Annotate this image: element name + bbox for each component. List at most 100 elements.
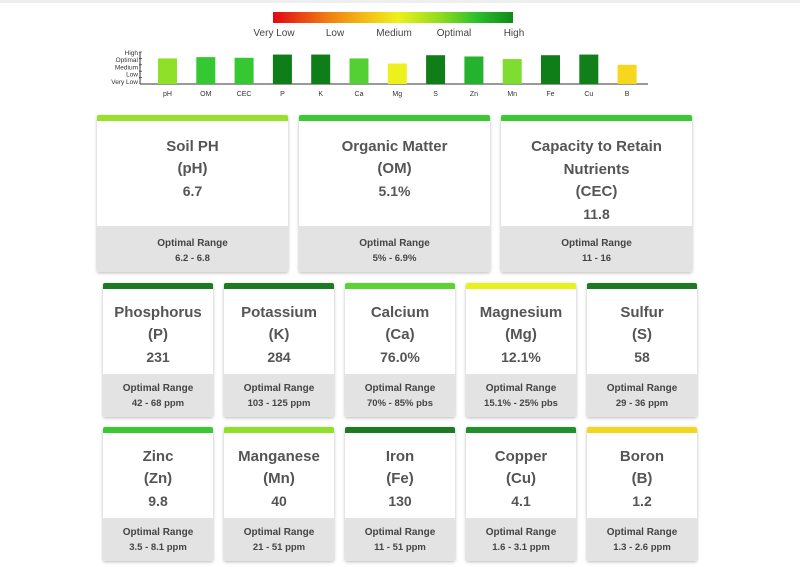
level-color-band: [466, 427, 576, 433]
x-tick-label-mg: Mg: [392, 91, 402, 98]
optimal-range-box: Optimal Range 11 - 16: [501, 226, 692, 272]
nutrient-name: Sulfur: [620, 304, 664, 321]
optimal-range-box: Optimal Range 3.5 - 8.1 ppm: [103, 518, 213, 561]
nutrient-abbreviation: (Mg): [505, 326, 537, 343]
nutrient-value: 76.0%: [380, 349, 420, 365]
nutrient-card-zinc: Zinc (Zn) 9.8 Optimal Range 3.5 - 8.1 ppm: [103, 427, 213, 561]
bar-ca: [349, 58, 369, 84]
optimal-range-box: Optimal Range 21 - 51 ppm: [224, 518, 334, 561]
x-tick-label-p: P: [280, 91, 285, 98]
level-color-band: [587, 283, 697, 289]
x-tick-label-fe: Fe: [546, 91, 554, 98]
legend-label-optimal: Optimal: [436, 28, 472, 39]
optimal-range-label: Optimal Range: [364, 527, 436, 538]
nutrient-value: 4.1: [511, 493, 531, 509]
nutrient-abbreviation: (P): [148, 326, 168, 343]
y-tick-label: Optimal: [116, 57, 139, 64]
nutrient-abbreviation: (pH): [177, 160, 208, 177]
optimal-range-value: 103 - 125 ppm: [247, 398, 311, 409]
nutrient-value: 284: [267, 349, 291, 365]
optimal-range-value: 70% - 85% pbs: [367, 398, 433, 409]
optimal-range-box: Optimal Range 1.6 - 3.1 ppm: [466, 518, 576, 561]
nutrient-abbreviation: (S): [632, 326, 652, 343]
optimal-range-value: 29 - 36 ppm: [615, 398, 669, 409]
optimal-range-label: Optimal Range: [243, 383, 315, 394]
optimal-range-box: Optimal Range 70% - 85% pbs: [345, 374, 455, 417]
nutrient-card-capacity-to-retain-nutrients: Capacity to Retain Nutrients (CEC) 11.8 Opt…: [501, 115, 692, 272]
legend-label-high: High: [503, 28, 525, 39]
x-tick-label-mn: Mn: [507, 91, 517, 98]
nutrient-value: 1.2: [632, 493, 652, 509]
y-tick-label: Low: [126, 72, 138, 79]
level-color-band: [224, 427, 334, 433]
nutrient-value: 5.1%: [378, 183, 411, 199]
optimal-range-value: 1.3 - 2.6 ppm: [613, 542, 671, 553]
bar-mn: [502, 59, 522, 84]
bar-p: [272, 54, 292, 84]
y-tick-label: High: [125, 50, 139, 57]
optimal-range-label: Optimal Range: [606, 383, 678, 394]
nutrient-card-magnesium: Magnesium (Mg) 12.1% Optimal Range 15.1% - 2…: [466, 283, 576, 417]
bar-cec: [234, 57, 254, 84]
nutrient-card-potassium: Potassium (K) 284 Optimal Range 103 - 125 pp…: [224, 283, 334, 417]
x-tick-label-om: OM: [200, 91, 211, 98]
optimal-range-box: Optimal Range 6.2 - 6.8: [97, 226, 288, 272]
level-color-band: [501, 115, 692, 121]
nutrient-abbreviation: (Ca): [385, 326, 415, 343]
x-tick-label-zn: Zn: [470, 91, 478, 98]
nutrient-card-copper: Copper (Cu) 4.1 Optimal Range 1.6 - 3.1 ppm: [466, 427, 576, 561]
bar-zn: [464, 56, 484, 84]
optimal-range-value: 6.2 - 6.8: [175, 253, 210, 264]
nutrient-value: 58: [634, 349, 650, 365]
x-tick-label-s: S: [433, 91, 438, 98]
nutrient-value: 231: [146, 349, 170, 365]
optimal-range-box: Optimal Range 5% - 6.9%: [299, 226, 490, 272]
optimal-range-label: Optimal Range: [364, 383, 436, 394]
nutrient-card-sulfur: Sulfur (S) 58 Optimal Range 29 - 36 ppm: [587, 283, 697, 417]
x-tick-label-k: K: [318, 91, 323, 98]
level-color-band: [345, 283, 455, 289]
nutrient-card-soil-ph: Soil PH (pH) 6.7 Optimal Range 6.2 - 6.8: [97, 115, 288, 272]
optimal-range-value: 11 - 16: [581, 253, 612, 264]
nutrient-abbreviation: (Fe): [386, 470, 414, 487]
bar-b: [617, 64, 637, 84]
nutrient-name: Phosphorus: [114, 304, 202, 321]
nutrient-name: Boron: [619, 448, 665, 465]
nutrient-abbreviation: (B): [631, 470, 653, 487]
bar-mg: [387, 63, 407, 84]
bar-om: [196, 57, 216, 84]
top-divider: [0, 0, 800, 3]
nutrient-card-organic-matter: Organic Matter (OM) 5.1% Optimal Range 5% - …: [299, 115, 490, 272]
nutrient-value: 12.1%: [501, 349, 541, 365]
x-tick-label-cec: CEC: [237, 91, 252, 98]
optimal-range-box: Optimal Range 42 - 68 ppm: [103, 374, 213, 417]
nutrient-value: 40: [271, 493, 287, 509]
nutrient-name: Manganese: [238, 448, 320, 465]
optimal-range-label: Optimal Range: [157, 238, 228, 249]
x-tick-label-cu: Cu: [584, 91, 593, 98]
nutrient-card-calcium: Calcium (Ca) 76.0% Optimal Range 70% - 85% p…: [345, 283, 455, 417]
bar-fe: [541, 55, 560, 84]
level-color-band: [466, 283, 576, 289]
nutrient-name: Soil PH: [166, 138, 219, 155]
nutrient-card-boron: Boron (B) 1.2 Optimal Range 1.3 - 2.6 ppm: [587, 427, 697, 561]
nutrient-abbreviation: (Mn): [263, 470, 295, 487]
optimal-range-label: Optimal Range: [122, 527, 194, 538]
nutrient-value: 9.8: [148, 493, 168, 509]
x-tick-label-b: B: [625, 91, 630, 98]
level-color-band: [97, 115, 288, 121]
optimal-range-box: Optimal Range 29 - 36 ppm: [587, 374, 697, 417]
nutrient-name: Copper: [494, 448, 548, 465]
optimal-range-value: 11 - 51 ppm: [374, 542, 426, 553]
nutrient-card-phosphorus: Phosphorus (P) 231 Optimal Range 42 - 68 ppm: [103, 283, 213, 417]
legend-label-low: Low: [325, 28, 345, 39]
nutrient-abbreviation: (K): [268, 326, 290, 343]
optimal-range-label: Optimal Range: [485, 527, 557, 538]
nutrient-abbreviation: (Zn): [143, 470, 173, 487]
nutrient-value: 11.8: [583, 206, 610, 222]
optimal-range-box: Optimal Range 103 - 125 ppm: [224, 374, 334, 417]
bar-ph: [158, 58, 177, 84]
nutrient-name: Organic Matter: [341, 138, 448, 155]
optimal-range-value: 3.5 - 8.1 ppm: [129, 542, 187, 553]
